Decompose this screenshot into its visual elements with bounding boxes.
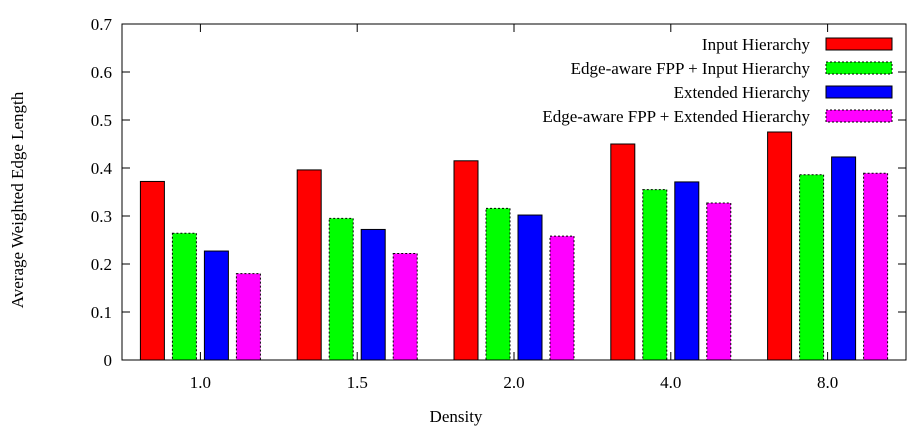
bar-2_0-series-3 (549, 235, 575, 361)
legend-label-2: Extended Hierarchy (674, 83, 811, 102)
legend-swatch-3 (825, 109, 893, 123)
bar-1_0-series-0 (139, 180, 165, 361)
bar-8_0-series-2 (831, 156, 857, 361)
bar-8_0-series-3 (863, 172, 889, 361)
y-axis: 0 0.1 0.2 0.3 0.4 0.5 0.6 0.7 (91, 15, 906, 370)
legend-swatch-2 (825, 85, 893, 99)
legend-swatch-0 (825, 37, 893, 51)
y-tick-label: 0.6 (91, 63, 112, 82)
bar-8_0-series-0 (767, 131, 793, 361)
bar-2_0-series-1 (485, 207, 511, 361)
x-tick-label: 1.5 (347, 373, 368, 392)
bar-2_0-series-0 (453, 160, 479, 361)
bar-1_5-series-3 (392, 252, 418, 361)
bars-layer (139, 131, 889, 361)
x-tick-label: 2.0 (503, 373, 524, 392)
legend-label-0: Input Hierarchy (702, 35, 811, 54)
y-tick-label: 0.2 (91, 255, 112, 274)
legend-swatch-1 (825, 61, 893, 75)
y-tick-label: 0.4 (91, 159, 113, 178)
y-tick-label: 0.3 (91, 207, 112, 226)
x-tick-label: 4.0 (660, 373, 681, 392)
x-axis-label: Density (430, 407, 483, 426)
x-tick-label: 8.0 (817, 373, 838, 392)
y-tick-label: 0 (104, 351, 113, 370)
bar-4_0-series-2 (674, 181, 700, 361)
bar-1_0-series-3 (235, 273, 261, 361)
x-tick-label: 1.0 (190, 373, 211, 392)
y-tick-label: 0.1 (91, 303, 112, 322)
x-axis: 1.0 1.5 2.0 4.0 8.0 (190, 24, 838, 392)
bar-1_5-series-0 (296, 169, 322, 361)
y-tick-label: 0.5 (91, 111, 112, 130)
bar-2_0-series-2 (517, 214, 543, 361)
legend-label-1: Edge-aware FPP + Input Hierarchy (571, 59, 811, 78)
y-tick-label: 0.7 (91, 15, 113, 34)
bar-1_0-series-2 (203, 250, 229, 361)
bar-4_0-series-3 (706, 202, 732, 361)
bar-1_5-series-1 (328, 217, 354, 361)
bar-8_0-series-1 (799, 174, 825, 361)
bar-1_5-series-2 (360, 228, 386, 361)
bar-1_0-series-1 (171, 232, 197, 361)
y-axis-label: Average Weighted Edge Length (8, 91, 27, 308)
legend: Input Hierarchy Edge-aware FPP + Input Hi… (542, 35, 893, 126)
bar-4_0-series-0 (610, 143, 636, 361)
legend-label-3: Edge-aware FPP + Extended Hierarchy (542, 107, 810, 126)
bar-4_0-series-1 (642, 189, 668, 361)
